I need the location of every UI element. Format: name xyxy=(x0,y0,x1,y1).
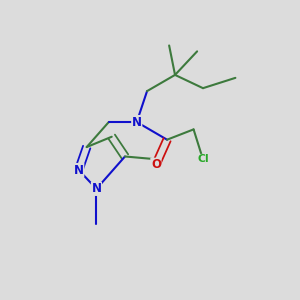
Text: N: N xyxy=(132,116,142,128)
Text: N: N xyxy=(74,164,84,176)
Text: Cl: Cl xyxy=(197,154,209,164)
Text: O: O xyxy=(151,158,161,171)
Text: N: N xyxy=(92,182,101,195)
